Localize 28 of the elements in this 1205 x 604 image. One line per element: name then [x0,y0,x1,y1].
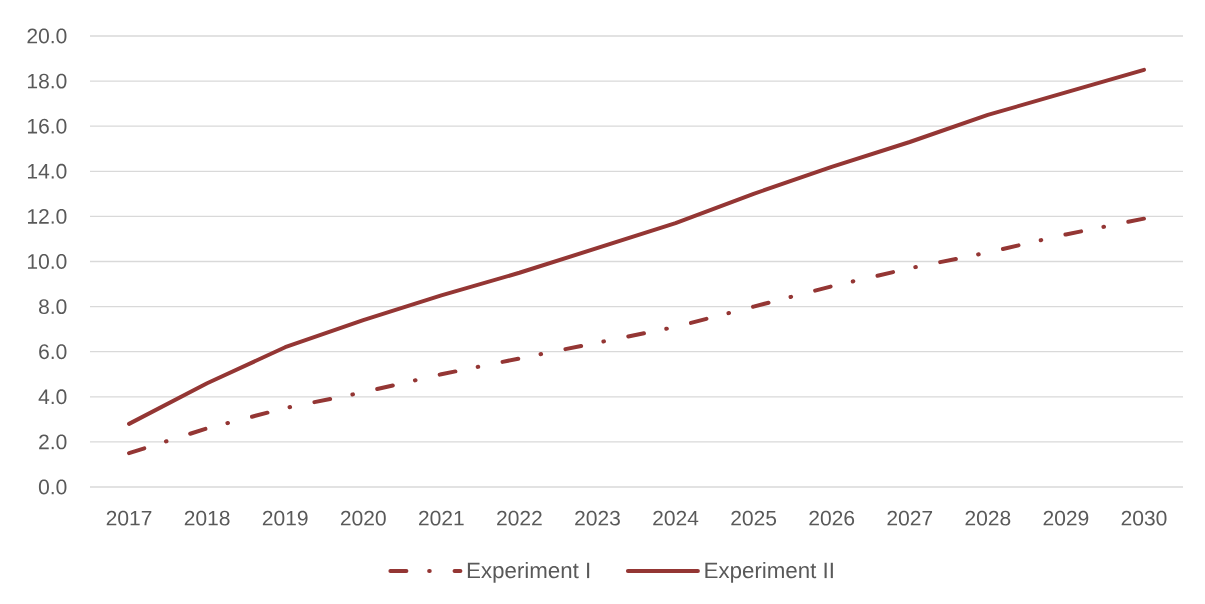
y-tick-label: 16.0 [28,118,67,134]
line-series [127,216,1146,456]
y-tick-label: 0.0 [38,479,67,495]
x-tick-label: 2029 [1043,510,1089,526]
y-tick-label: 6.0 [39,344,67,360]
y-tick-label: 8.0 [39,299,67,315]
y-tick-label: 12.0 [28,208,67,224]
y-tick-label: 10.0 [28,254,67,269]
x-tick-label: 2021 [419,510,464,526]
x-tick-label: 2020 [340,510,386,526]
x-tick-label: 2022 [497,510,542,526]
x-tick-label: 2017 [106,510,152,526]
x-tick-label: 2027 [887,510,933,526]
y-tick-label: 14.0 [28,163,67,179]
y-tick-label: 18.0 [28,73,67,89]
legend-label: Experiment I [467,561,590,583]
x-tick-label: 2025 [731,510,777,526]
y-tick-label: 20.0 [27,28,67,44]
y-tick-label: 2.0 [39,434,67,450]
x-tick-label: 2030 [1121,510,1167,526]
legend-label: Experiment II [705,561,833,583]
x-tick-label: 2024 [653,510,699,526]
x-tick-label: 2028 [965,510,1011,526]
x-tick-label: 2023 [575,510,620,526]
y-tick-label: 4.0 [38,389,67,405]
x-tick-label: 2019 [262,510,308,526]
x-tick-label: 2018 [184,510,230,526]
x-tick-label: 2026 [809,510,855,526]
